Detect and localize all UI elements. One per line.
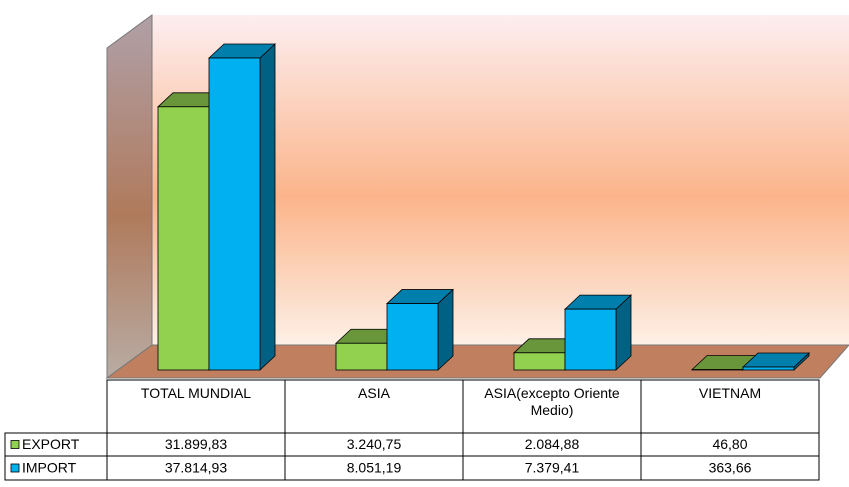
bar-front (335, 342, 388, 371)
bar-front (513, 352, 566, 371)
value-label: 37.814,93 (165, 460, 227, 476)
value-label: 8.051,19 (347, 460, 402, 476)
legend-label: IMPORT (22, 460, 77, 476)
floor (105, 344, 849, 379)
bar-front (208, 57, 261, 371)
legend-label: EXPORT (22, 436, 80, 452)
bar-front (386, 303, 439, 371)
bar (741, 352, 811, 371)
category-label: ASIA (358, 385, 391, 401)
category-label: TOTAL MUNDIAL (141, 385, 251, 401)
bar (207, 43, 277, 371)
bar-front (157, 106, 210, 371)
table-cell (640, 379, 820, 481)
value-label: 31.899,83 (165, 436, 227, 452)
legend-key (10, 440, 20, 449)
side-wall (106, 14, 153, 379)
value-label: 363,66 (709, 460, 752, 476)
bar-front (742, 366, 795, 371)
legend-cell (4, 455, 108, 481)
value-label: 2.084,88 (525, 436, 580, 452)
bar (512, 337, 582, 371)
bar-front (564, 308, 617, 371)
category-label: VIETNAM (699, 385, 761, 401)
back-wall (152, 15, 849, 345)
value-label: 3.240,75 (347, 436, 402, 452)
value-label: 46,80 (712, 436, 747, 452)
value-label: 7.379,41 (525, 460, 580, 476)
bar-side (259, 43, 276, 371)
bar (563, 294, 633, 371)
legend-key (10, 463, 20, 473)
bar (385, 288, 455, 371)
category-label: ASIA(excepto Oriente Medio) (484, 385, 620, 418)
